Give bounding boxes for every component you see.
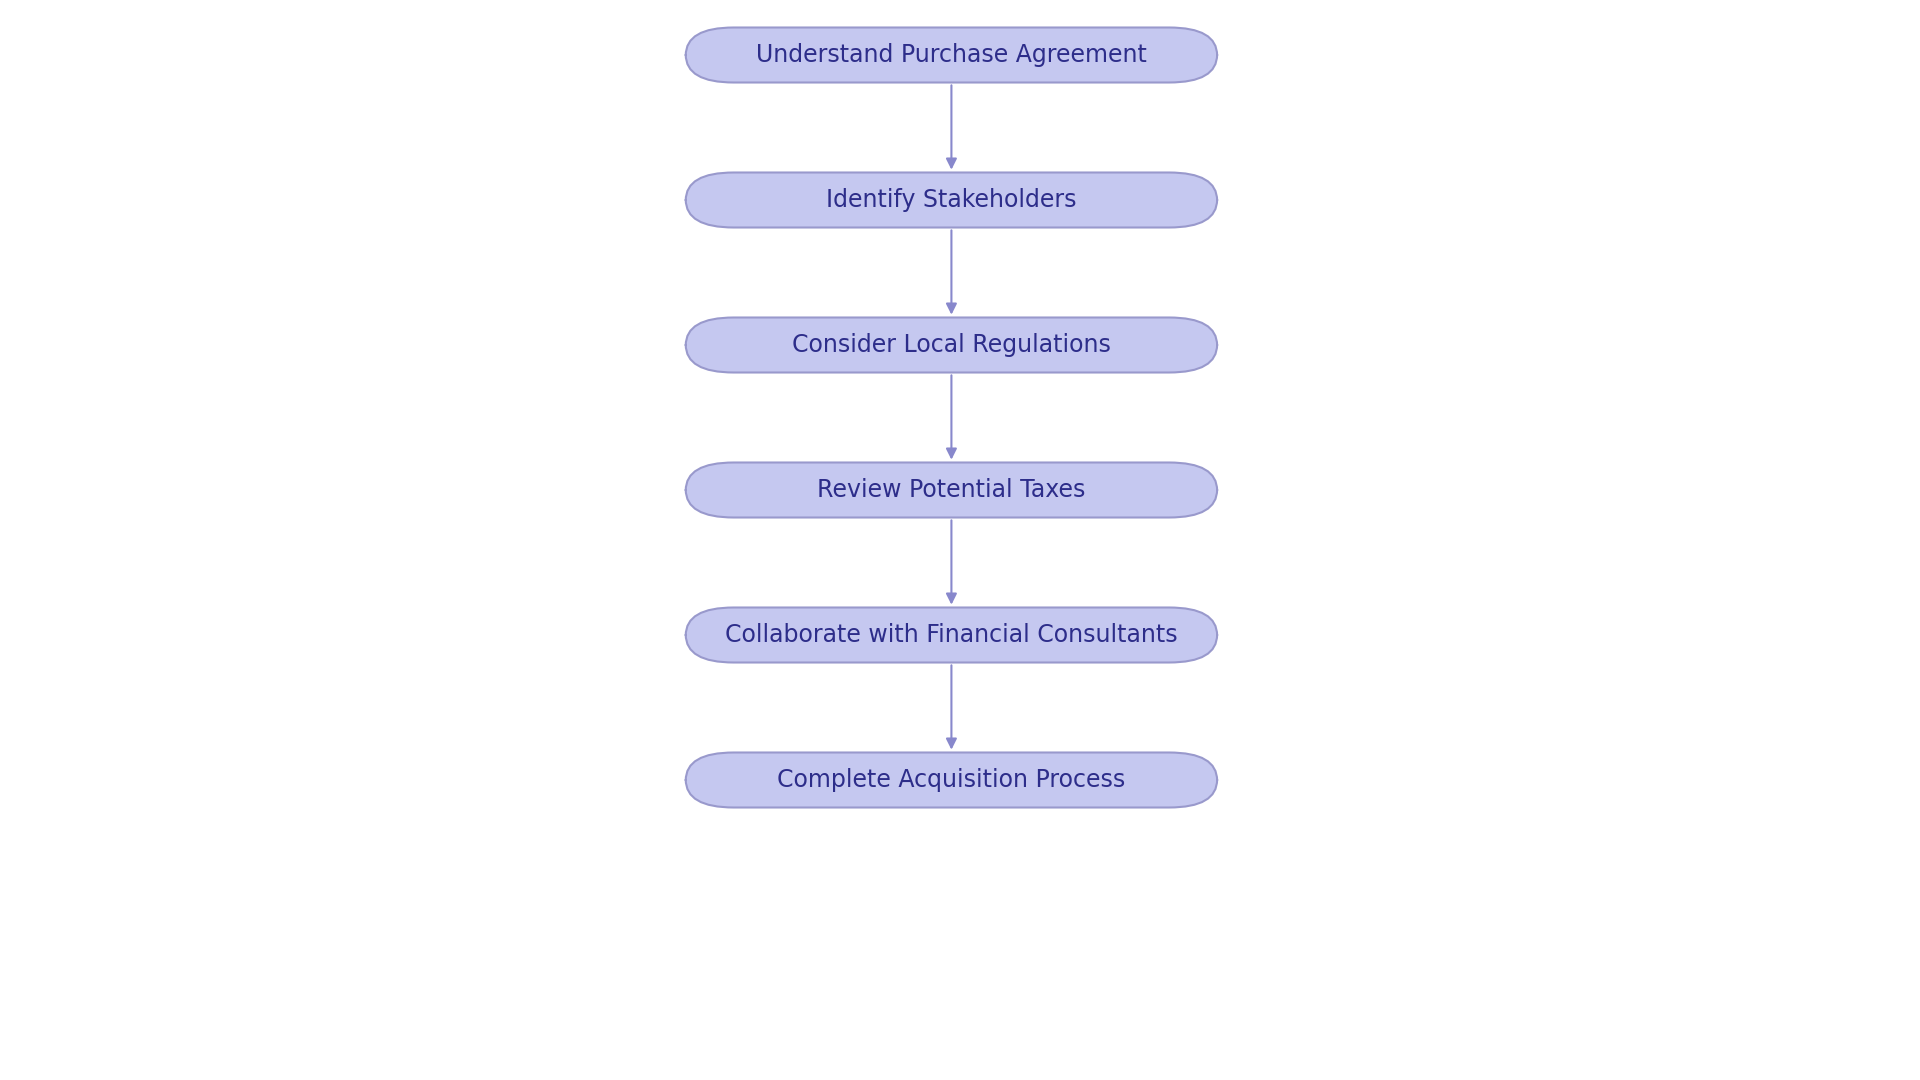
- FancyBboxPatch shape: [685, 607, 1217, 662]
- FancyBboxPatch shape: [685, 462, 1217, 517]
- Text: Consider Local Regulations: Consider Local Regulations: [791, 333, 1112, 357]
- Text: Understand Purchase Agreement: Understand Purchase Agreement: [756, 43, 1146, 67]
- FancyBboxPatch shape: [685, 173, 1217, 228]
- FancyBboxPatch shape: [685, 753, 1217, 808]
- Text: Complete Acquisition Process: Complete Acquisition Process: [778, 768, 1125, 792]
- Text: Identify Stakeholders: Identify Stakeholders: [826, 188, 1077, 212]
- FancyBboxPatch shape: [685, 318, 1217, 373]
- FancyBboxPatch shape: [685, 27, 1217, 82]
- Text: Review Potential Taxes: Review Potential Taxes: [818, 478, 1085, 502]
- Text: Collaborate with Financial Consultants: Collaborate with Financial Consultants: [726, 623, 1177, 647]
